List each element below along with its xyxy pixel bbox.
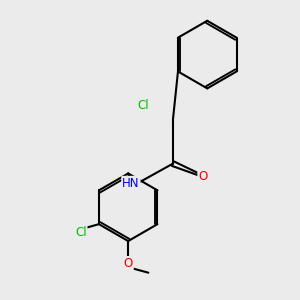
Text: HN: HN [122, 177, 140, 190]
Text: Cl: Cl [75, 226, 87, 239]
Text: O: O [198, 170, 208, 183]
Text: Cl: Cl [137, 99, 149, 112]
Text: O: O [124, 257, 133, 270]
